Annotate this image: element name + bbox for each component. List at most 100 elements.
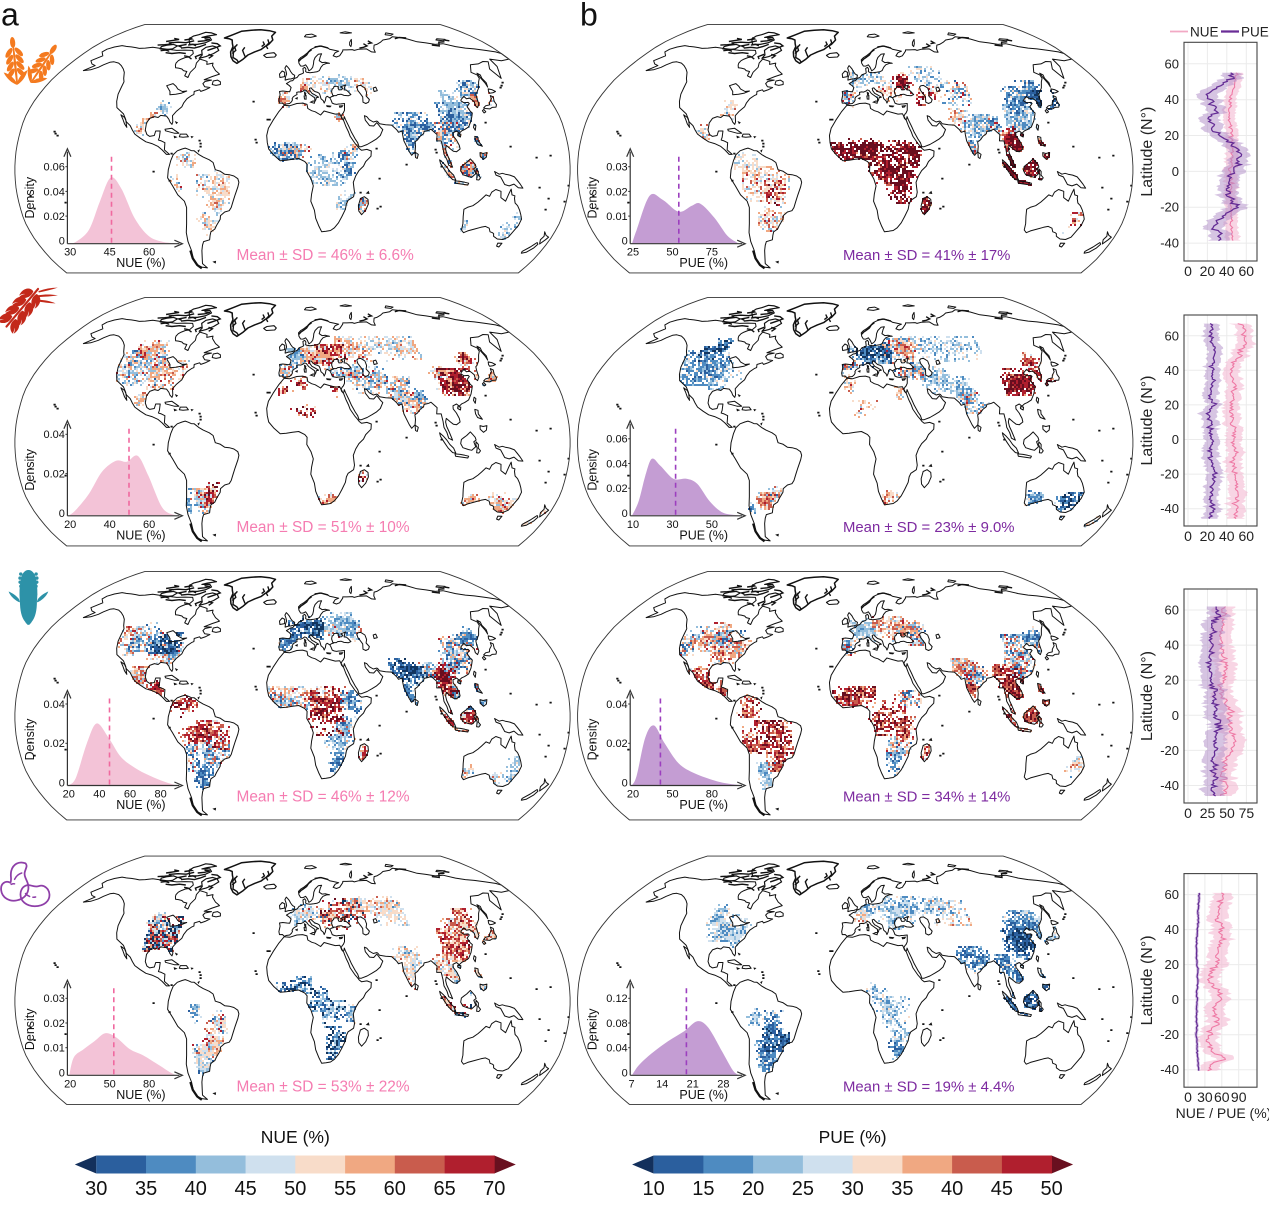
svg-text:15: 15 — [692, 1178, 714, 1200]
svg-text:60: 60 — [1239, 528, 1255, 544]
svg-text:60: 60 — [1239, 263, 1255, 279]
svg-text:40: 40 — [93, 789, 105, 801]
svg-text:20: 20 — [1165, 397, 1179, 412]
svg-text:20: 20 — [627, 789, 639, 801]
svg-text:60: 60 — [143, 247, 155, 259]
svg-text:Density: Density — [586, 1008, 600, 1050]
svg-text:0.02: 0.02 — [43, 738, 64, 750]
svg-text:45: 45 — [991, 1178, 1013, 1200]
svg-text:Latitude (N°): Latitude (N°) — [1139, 651, 1156, 741]
svg-text:NUE (%): NUE (%) — [261, 1127, 330, 1147]
svg-text:30: 30 — [64, 247, 76, 259]
svg-text:20: 20 — [1165, 673, 1179, 688]
svg-text:Mean ± SD = 41% ± 17%: Mean ± SD = 41% ± 17% — [843, 248, 1010, 264]
svg-text:Mean ± SD = 19% ± 4.4%: Mean ± SD = 19% ± 4.4% — [843, 1080, 1015, 1096]
svg-text:35: 35 — [135, 1178, 157, 1200]
svg-text:40: 40 — [185, 1178, 207, 1200]
svg-text:0.02: 0.02 — [606, 186, 627, 198]
svg-text:PUE (%): PUE (%) — [679, 528, 728, 542]
svg-text:35: 35 — [891, 1178, 913, 1200]
svg-text:0.04: 0.04 — [606, 699, 627, 711]
svg-text:45: 45 — [104, 247, 116, 259]
svg-text:PUE (%): PUE (%) — [679, 1088, 728, 1102]
svg-text:0.02: 0.02 — [43, 1018, 64, 1030]
svg-text:Density: Density — [586, 448, 600, 490]
svg-text:45: 45 — [234, 1178, 256, 1200]
svg-text:60: 60 — [1214, 1089, 1230, 1105]
svg-text:60: 60 — [384, 1178, 406, 1200]
svg-text:20: 20 — [742, 1178, 764, 1200]
svg-text:Mean ± SD = 46% ± 12%: Mean ± SD = 46% ± 12% — [237, 789, 410, 806]
svg-text:0.04: 0.04 — [606, 458, 627, 470]
svg-text:0.04: 0.04 — [43, 186, 64, 198]
svg-text:b: b — [580, 0, 598, 33]
svg-text:Latitude (N°): Latitude (N°) — [1139, 935, 1156, 1025]
svg-text:0: 0 — [622, 1067, 628, 1079]
svg-text:0.02: 0.02 — [606, 738, 627, 750]
svg-text:Latitude (N°): Latitude (N°) — [1139, 107, 1156, 197]
svg-text:Mean ± SD = 23% ± 9.0%: Mean ± SD = 23% ± 9.0% — [843, 520, 1015, 536]
svg-text:-20: -20 — [1160, 467, 1179, 482]
svg-text:NUE (%): NUE (%) — [116, 1088, 165, 1102]
svg-text:40: 40 — [941, 1178, 963, 1200]
svg-text:75: 75 — [1239, 805, 1255, 821]
svg-text:0: 0 — [622, 236, 628, 248]
svg-text:0.04: 0.04 — [606, 1043, 627, 1055]
svg-text:90: 90 — [1231, 1089, 1247, 1105]
svg-text:50: 50 — [666, 789, 678, 801]
svg-text:Mean ± SD = 46% ± 6.6%: Mean ± SD = 46% ± 6.6% — [237, 247, 415, 264]
svg-text:70: 70 — [483, 1178, 505, 1200]
svg-text:7: 7 — [629, 1078, 635, 1090]
svg-text:NUE / PUE (%): NUE / PUE (%) — [1176, 1105, 1269, 1121]
svg-text:0: 0 — [59, 1067, 65, 1079]
svg-text:20: 20 — [1165, 128, 1179, 143]
svg-text:14: 14 — [656, 1078, 668, 1090]
svg-text:0.08: 0.08 — [606, 1018, 627, 1030]
svg-text:20: 20 — [64, 1078, 76, 1090]
svg-text:60: 60 — [1165, 603, 1179, 618]
svg-text:0: 0 — [1172, 992, 1179, 1007]
svg-text:0: 0 — [1172, 708, 1179, 723]
svg-text:25: 25 — [627, 247, 639, 259]
svg-text:40: 40 — [1165, 92, 1179, 107]
svg-text:0: 0 — [1184, 1089, 1192, 1105]
svg-text:0: 0 — [1184, 805, 1192, 821]
svg-text:40: 40 — [104, 519, 116, 531]
svg-text:-40: -40 — [1160, 778, 1179, 793]
svg-text:PUE (%): PUE (%) — [679, 256, 728, 270]
svg-text:55: 55 — [334, 1178, 356, 1200]
svg-text:0.03: 0.03 — [606, 162, 627, 174]
svg-text:Density: Density — [586, 176, 600, 218]
svg-text:0.12: 0.12 — [606, 993, 627, 1005]
svg-text:0: 0 — [59, 236, 65, 248]
svg-text:40: 40 — [1165, 638, 1179, 653]
svg-text:60: 60 — [1165, 328, 1179, 343]
svg-text:20: 20 — [1200, 528, 1216, 544]
svg-text:0.06: 0.06 — [43, 162, 64, 174]
svg-text:10: 10 — [642, 1178, 664, 1200]
svg-text:20: 20 — [64, 519, 76, 531]
svg-text:0: 0 — [1172, 432, 1179, 447]
svg-text:0.04: 0.04 — [43, 429, 64, 441]
svg-text:-40: -40 — [1160, 236, 1179, 251]
svg-text:0.02: 0.02 — [43, 469, 64, 481]
svg-text:30: 30 — [85, 1178, 107, 1200]
svg-text:60: 60 — [1165, 56, 1179, 71]
svg-text:40: 40 — [1219, 528, 1235, 544]
svg-text:80: 80 — [143, 1078, 155, 1090]
svg-text:PUE: PUE — [1241, 25, 1269, 40]
svg-text:NUE (%): NUE (%) — [116, 528, 165, 542]
svg-text:0.06: 0.06 — [606, 434, 627, 446]
svg-text:0: 0 — [622, 778, 628, 790]
svg-text:30: 30 — [841, 1178, 863, 1200]
svg-text:40: 40 — [1165, 922, 1179, 937]
svg-text:0: 0 — [622, 508, 628, 520]
svg-text:-40: -40 — [1160, 1062, 1179, 1077]
svg-text:65: 65 — [433, 1178, 455, 1200]
svg-text:Mean ± SD = 34% ± 14%: Mean ± SD = 34% ± 14% — [843, 790, 1010, 806]
svg-text:PUE (%): PUE (%) — [679, 798, 728, 812]
svg-text:0: 0 — [1184, 263, 1192, 279]
svg-text:Mean ± SD = 51% ± 10%: Mean ± SD = 51% ± 10% — [237, 519, 410, 536]
svg-text:50: 50 — [284, 1178, 306, 1200]
svg-text:50: 50 — [104, 1078, 116, 1090]
